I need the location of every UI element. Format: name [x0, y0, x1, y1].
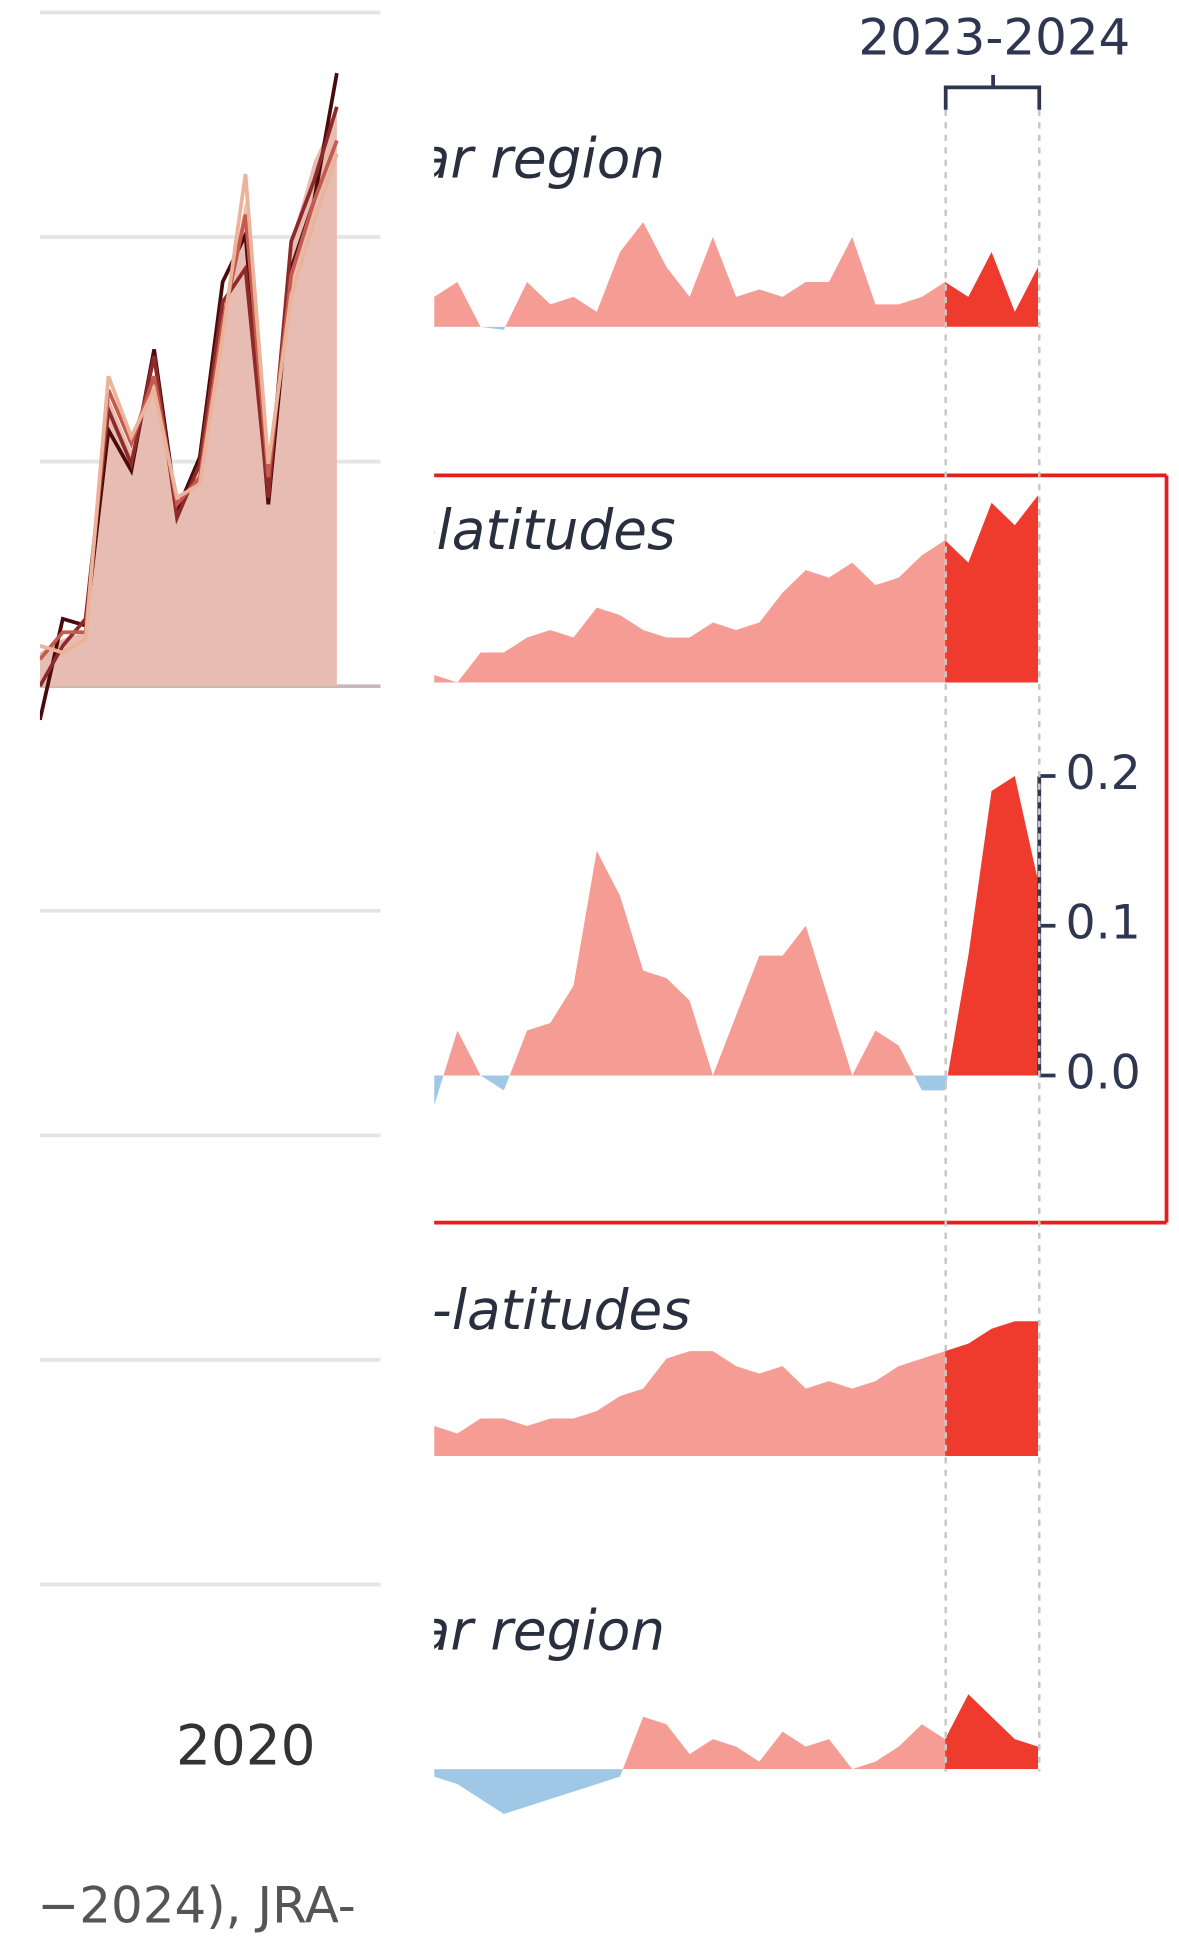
y-tick-label: 0.2 [1065, 746, 1140, 801]
area-positive [434, 1716, 946, 1770]
area-negative [434, 1769, 946, 1815]
y-tick-label: 0.0 [1065, 1045, 1140, 1100]
area-positive [434, 1351, 946, 1456]
area-positive [434, 222, 946, 327]
year-label: 2020 [176, 1713, 316, 1777]
range-label: 2023-2024 [858, 9, 1130, 67]
range-bracket [943, 74, 1042, 110]
area-recent [945, 495, 1039, 683]
highlight-frame [434, 473, 1169, 1225]
area-negative [434, 326, 946, 330]
y-tick-label: 0.1 [1065, 896, 1140, 951]
range-guides [944, 109, 1041, 1772]
area [39, 113, 337, 687]
area-recent [945, 252, 1039, 327]
panels: ar region -latitudes 0.0 0.1 0.2 l-latitudes a… [417, 126, 1141, 1815]
area-recent [945, 1321, 1039, 1456]
panel-title: ar region [417, 126, 665, 190]
area-recent [945, 1694, 1039, 1770]
area-positive [434, 540, 946, 683]
panel-title: ar region [417, 1598, 665, 1662]
line [39, 153, 339, 655]
panel-title: -latitudes [417, 498, 676, 562]
left-chart [39, 72, 339, 721]
panel-title: l-latitudes [417, 1278, 691, 1342]
area-recent [945, 776, 1039, 1076]
footer-note: −2024), JRA- [37, 1876, 355, 1934]
area-positive [434, 850, 946, 1076]
